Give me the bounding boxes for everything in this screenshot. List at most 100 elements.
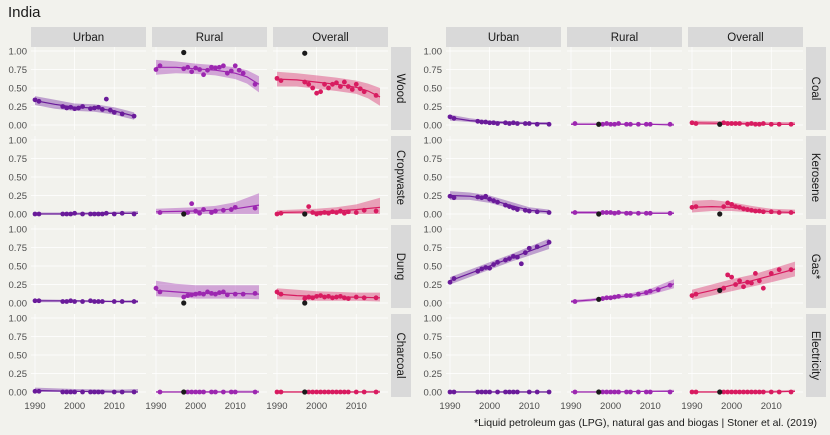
data-point <box>503 120 508 126</box>
y-tick-label: 0.25 <box>9 191 28 202</box>
y-tick-label: 1.00 <box>424 47 443 58</box>
data-point <box>92 389 97 395</box>
data-point <box>240 291 246 297</box>
data-point <box>612 210 617 216</box>
data-point <box>572 121 578 126</box>
data-point <box>357 86 363 92</box>
data-point <box>475 118 481 124</box>
data-point <box>334 389 339 395</box>
data-point <box>153 285 159 291</box>
data-point <box>514 121 520 126</box>
data-point <box>36 298 42 304</box>
data-point <box>107 107 113 113</box>
data-point <box>318 210 323 216</box>
data-point <box>507 204 512 210</box>
data-point <box>334 210 339 215</box>
data-point <box>341 295 347 301</box>
data-point <box>776 389 782 395</box>
x-tick-label: 2000 <box>185 401 206 412</box>
x-tick-label: 2010 <box>761 401 782 412</box>
data-point <box>252 290 258 296</box>
data-point <box>322 389 327 395</box>
data-point <box>209 290 214 296</box>
data-point <box>224 292 230 298</box>
data-point <box>503 389 508 395</box>
data-point <box>733 389 738 395</box>
data-point <box>193 291 199 297</box>
data-point <box>96 211 101 217</box>
x-tick-label: 1990 <box>24 401 45 412</box>
data-point <box>205 289 210 295</box>
data-point <box>314 389 320 395</box>
highlighted-point <box>181 389 187 395</box>
data-point <box>729 389 735 395</box>
data-point <box>330 389 335 395</box>
data-point <box>32 388 38 394</box>
data-point <box>546 389 552 395</box>
highlighted-point <box>717 287 723 294</box>
data-point <box>655 287 661 293</box>
highlighted-point <box>717 211 723 217</box>
panel-cropwaste-urban <box>31 136 146 219</box>
data-point <box>624 210 629 216</box>
data-point <box>768 389 774 395</box>
highlighted-point <box>302 50 308 56</box>
row-strip <box>391 136 411 219</box>
row-strip-label: Charcoal <box>394 332 406 378</box>
data-point <box>278 78 284 83</box>
data-point <box>745 389 750 395</box>
data-point <box>228 389 234 395</box>
data-point <box>220 207 226 213</box>
column-strip-label: Rural <box>196 32 223 44</box>
data-point <box>643 210 649 216</box>
data-point <box>111 211 117 217</box>
data-point <box>157 210 163 215</box>
data-point <box>72 389 78 395</box>
data-point <box>32 211 38 217</box>
row-strip <box>806 47 826 130</box>
data-point <box>737 204 742 210</box>
data-point <box>119 299 125 304</box>
data-point <box>604 210 610 215</box>
y-tick-label: 0.75 <box>9 243 28 254</box>
highlighted-point <box>596 121 602 127</box>
data-point <box>99 299 105 304</box>
x-tick-label: 2000 <box>721 401 742 412</box>
data-point <box>546 239 552 245</box>
y-tick-label: 1.00 <box>9 225 28 236</box>
data-point <box>479 266 485 272</box>
data-point <box>447 114 453 120</box>
data-point <box>322 210 327 215</box>
highlighted-point <box>717 389 723 395</box>
data-point <box>193 65 199 71</box>
data-point <box>99 211 105 217</box>
data-point <box>334 80 339 86</box>
data-point <box>514 254 520 260</box>
data-point <box>624 389 629 395</box>
panel-dung-urban <box>31 225 146 308</box>
y-tick-label: 0.75 <box>9 154 28 165</box>
data-point <box>729 274 735 280</box>
data-point <box>64 105 70 111</box>
data-point <box>334 294 339 300</box>
y-tick-label: 0.50 <box>424 262 443 273</box>
trend-line <box>571 123 675 126</box>
data-point <box>647 121 653 127</box>
data-point <box>635 291 641 297</box>
data-point <box>274 389 280 395</box>
y-tick-label: 1.00 <box>9 47 28 58</box>
trend-line <box>571 390 674 393</box>
highlighted-point <box>596 296 602 302</box>
data-point <box>92 105 97 111</box>
data-point <box>756 121 762 127</box>
data-point <box>768 209 774 215</box>
data-point <box>451 195 457 201</box>
data-point <box>491 198 496 204</box>
data-point <box>760 285 766 291</box>
data-point <box>96 104 101 110</box>
data-point <box>483 119 489 125</box>
data-point <box>345 209 351 215</box>
data-point <box>600 210 606 215</box>
data-point <box>483 265 489 270</box>
data-point <box>667 282 673 288</box>
